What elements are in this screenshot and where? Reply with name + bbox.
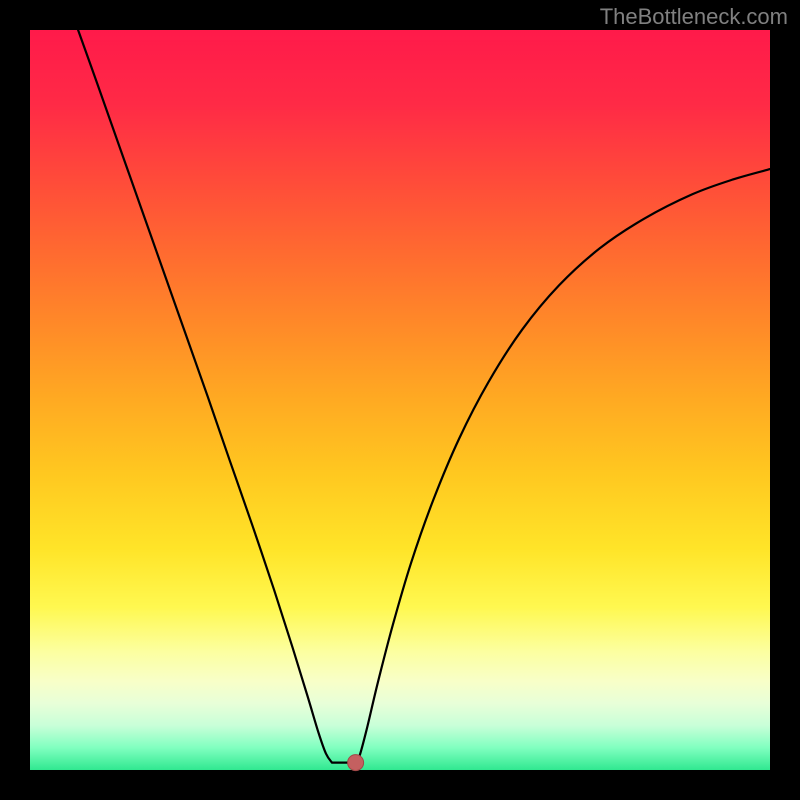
chart-container: TheBottleneck.com [0,0,800,800]
bottleneck-chart [0,0,800,800]
bottleneck-marker [348,755,364,771]
watermark-text: TheBottleneck.com [600,4,788,30]
plot-background [30,30,770,770]
